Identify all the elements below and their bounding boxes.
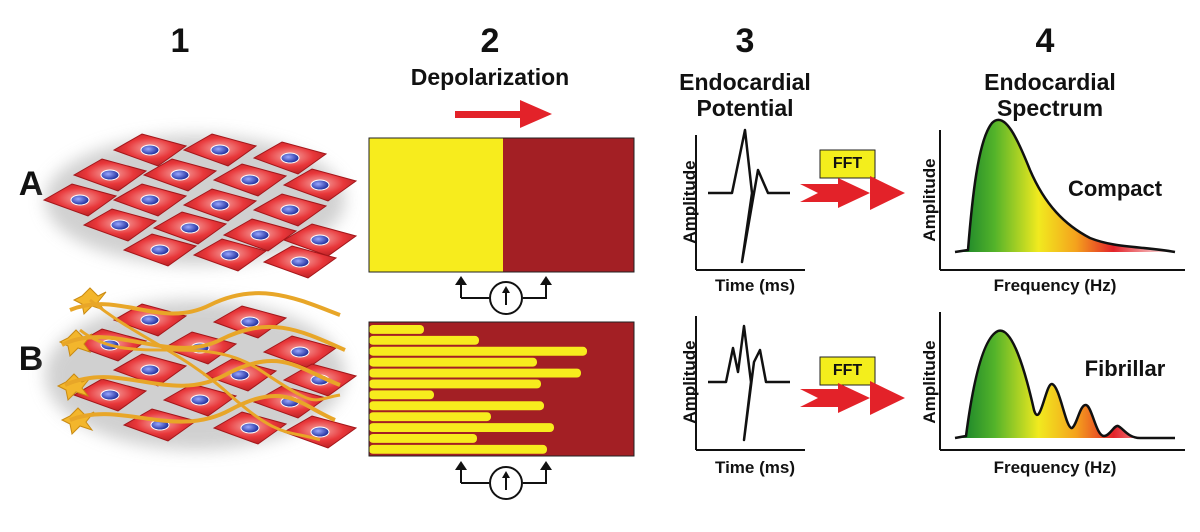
cell-nucleus bbox=[240, 316, 260, 328]
time-axis-label-a: Time (ms) bbox=[715, 276, 795, 295]
cell-nucleus bbox=[150, 244, 170, 256]
amplitude-axis-label-b4: Amplitude bbox=[920, 340, 939, 424]
time-axis-label-b: Time (ms) bbox=[715, 458, 795, 477]
frequency-axis-label-a: Frequency (Hz) bbox=[993, 276, 1117, 295]
depolarization-finger bbox=[369, 401, 544, 411]
spectrum-plot-fibrillar bbox=[939, 312, 1185, 451]
column-number-2: 2 bbox=[480, 22, 500, 60]
depolarization-finger bbox=[369, 346, 587, 356]
depolarization-finger bbox=[369, 444, 547, 454]
cell-nucleus bbox=[140, 144, 160, 156]
cell-nucleus bbox=[280, 152, 300, 164]
endocardial-potential-heading-line2: Potential bbox=[696, 95, 794, 121]
cell-nucleus bbox=[140, 314, 160, 326]
cell-nucleus bbox=[100, 169, 120, 181]
spectrum-plot-compact bbox=[939, 118, 1185, 271]
amplitude-axis-label-a3: Amplitude bbox=[680, 160, 699, 244]
fibroblast-strands bbox=[61, 291, 346, 442]
cell-nucleus bbox=[310, 234, 330, 246]
cell-nucleus bbox=[170, 169, 190, 181]
endocardial-potential-heading-line1: Endocardial bbox=[679, 69, 811, 95]
cell-nucleus bbox=[310, 426, 330, 438]
cell-nucleus bbox=[190, 394, 210, 406]
fft-label-a: FFT bbox=[832, 155, 863, 172]
amplitude-axis-label-b3: Amplitude bbox=[680, 340, 699, 424]
cell-nucleus bbox=[240, 422, 260, 434]
frequency-axis-label-b: Frequency (Hz) bbox=[993, 458, 1117, 477]
cell-nucleus bbox=[210, 144, 230, 156]
depolarization-heading: Depolarization bbox=[410, 64, 570, 90]
column-number-4: 4 bbox=[1035, 22, 1055, 60]
cell-nucleus bbox=[240, 174, 260, 186]
fft-arrow-b bbox=[800, 356, 905, 415]
row-label-b: B bbox=[18, 340, 44, 378]
depolarization-finger bbox=[369, 357, 537, 367]
cell-nucleus bbox=[250, 229, 270, 241]
cell-nucleus bbox=[220, 249, 240, 261]
cell-nucleus bbox=[290, 256, 310, 268]
endocardial-spectrum-heading-line1: Endocardial bbox=[984, 69, 1116, 95]
cell-nucleus bbox=[290, 346, 310, 358]
cell-nucleus bbox=[140, 364, 160, 376]
cell-nucleus bbox=[210, 199, 230, 211]
cell-nucleus bbox=[70, 194, 90, 206]
depolarization-finger bbox=[369, 434, 477, 443]
depolarization-arrow bbox=[455, 100, 552, 128]
depolarization-finger bbox=[369, 423, 554, 432]
cell-nucleus bbox=[110, 219, 130, 231]
cell-nucleus bbox=[310, 179, 330, 191]
endocardial-spectrum-heading-line2: Spectrum bbox=[996, 95, 1104, 121]
cell-sheet-compact bbox=[42, 133, 358, 279]
column-number-3: 3 bbox=[735, 22, 755, 60]
cell-nucleus bbox=[140, 194, 160, 206]
row-label-a: A bbox=[18, 165, 44, 203]
spectrum-label-fibrillar: Fibrillar bbox=[1084, 356, 1166, 381]
cell-nucleus bbox=[180, 222, 200, 234]
cell-nucleus bbox=[280, 204, 300, 216]
depolarization-finger bbox=[369, 412, 491, 422]
depolarization-finger bbox=[369, 368, 581, 378]
fft-arrow-a bbox=[800, 149, 905, 210]
potential-plot-compact bbox=[695, 128, 805, 271]
amplitude-axis-label-a4: Amplitude bbox=[920, 158, 939, 242]
depolarization-panel-fibrillar bbox=[368, 321, 635, 457]
depolarization-panel-compact bbox=[368, 137, 635, 273]
potential-plot-fibrillar bbox=[695, 316, 805, 451]
fft-label-b: FFT bbox=[832, 362, 863, 379]
depolarization-finger bbox=[369, 325, 424, 334]
cell-sheet-fibrillar bbox=[45, 287, 358, 450]
cell-nucleus bbox=[100, 389, 120, 401]
spectrum-label-compact: Compact bbox=[1067, 176, 1163, 201]
stimulating-electrode-b bbox=[455, 461, 552, 500]
depolarization-finger bbox=[369, 379, 541, 389]
column-number-1: 1 bbox=[170, 22, 190, 60]
depolarization-finger bbox=[369, 335, 479, 345]
depolarization-finger bbox=[369, 390, 434, 400]
stimulating-electrode-a bbox=[455, 276, 552, 315]
